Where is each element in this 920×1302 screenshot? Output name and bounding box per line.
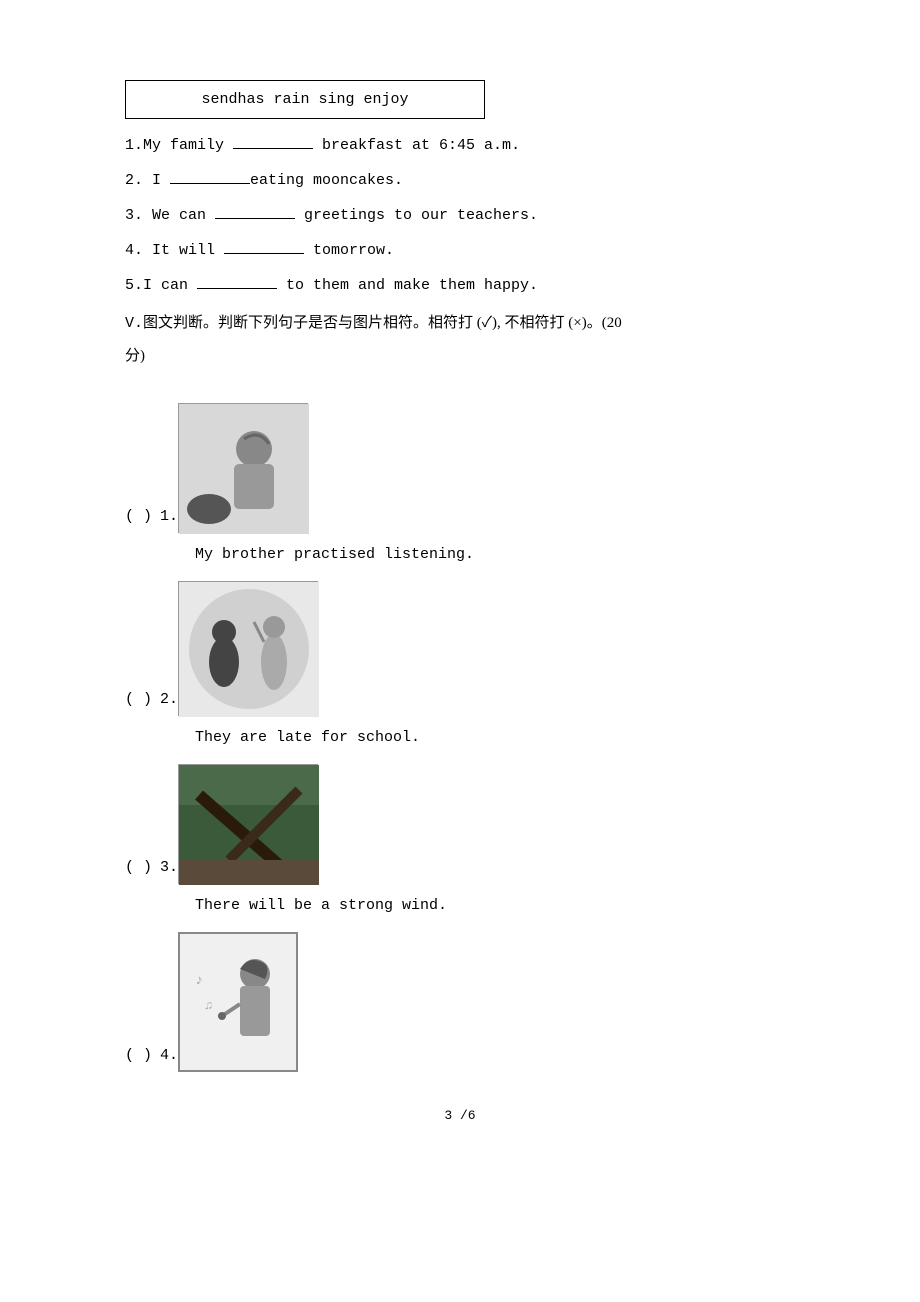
item-3-caption: There will be a strong wind. xyxy=(195,889,795,922)
sentence-2-suffix: eating mooncakes. xyxy=(250,172,403,189)
svg-text:♪: ♪ xyxy=(195,973,203,989)
item-1-paren: ( ) xyxy=(125,500,152,533)
blank-1 xyxy=(233,134,313,149)
blank-2 xyxy=(170,169,250,184)
item-4-paren: ( ) xyxy=(125,1039,152,1072)
item-4-row: ( ) 4. ♪ ♫ xyxy=(125,932,795,1072)
section-v-header: V.图文判断。判断下列句子是否与图片相符。相符打 (✓), 不相符打 (×)。(… xyxy=(125,307,795,340)
sentence-5-prefix: 5.I can xyxy=(125,277,197,294)
svg-text:♫: ♫ xyxy=(205,999,212,1013)
item-1-image xyxy=(178,403,308,533)
sentence-1-prefix: 1.My family xyxy=(125,137,233,154)
item-2-num: 2. xyxy=(160,683,178,716)
sentence-1: 1.My family breakfast at 6:45 a.m. xyxy=(125,129,795,162)
item-4-num: 4. xyxy=(160,1039,178,1072)
blank-3 xyxy=(215,204,295,219)
item-2-paren: ( ) xyxy=(125,683,152,716)
sentence-3-suffix: greetings to our teachers. xyxy=(295,207,538,224)
sentence-5: 5.I can to them and make them happy. xyxy=(125,269,795,302)
sentence-1-suffix: breakfast at 6:45 a.m. xyxy=(313,137,520,154)
item-3-row: ( ) 3. xyxy=(125,764,795,884)
sentence-2: 2. I eating mooncakes. xyxy=(125,164,795,197)
sentence-3: 3. We can greetings to our teachers. xyxy=(125,199,795,232)
item-2-row: ( ) 2. xyxy=(125,581,795,716)
section-v-instruction: 图文判断。判断下列句子是否与图片相符。相符打 (✓), 不相符打 (×)。(20 xyxy=(143,315,622,331)
section-v-label: V. xyxy=(125,315,143,332)
item-3-paren: ( ) xyxy=(125,851,152,884)
sentence-4-prefix: 4. It will xyxy=(125,242,224,259)
item-2-caption: They are late for school. xyxy=(195,721,795,754)
sentence-5-suffix: to them and make them happy. xyxy=(277,277,538,294)
sentence-4: 4. It will tomorrow. xyxy=(125,234,795,267)
item-1-num: 1. xyxy=(160,500,178,533)
sentence-2-prefix: 2. I xyxy=(125,172,170,189)
page-number: 3 /6 xyxy=(125,1102,795,1131)
item-3-num: 3. xyxy=(160,851,178,884)
item-3-image xyxy=(178,764,318,884)
item-2-image xyxy=(178,581,318,716)
word-box: sendhas rain sing enjoy xyxy=(125,80,485,119)
item-1-caption: My brother practised listening. xyxy=(195,538,795,571)
blank-4 xyxy=(224,239,304,254)
item-4-image: ♪ ♫ xyxy=(178,932,298,1072)
sentence-3-prefix: 3. We can xyxy=(125,207,215,224)
sentence-4-suffix: tomorrow. xyxy=(304,242,394,259)
blank-5 xyxy=(197,274,277,289)
word-box-text: sendhas rain sing enjoy xyxy=(201,91,408,108)
item-1-row: ( ) 1. xyxy=(125,403,795,533)
section-v-instruction2: 分) xyxy=(125,340,795,373)
